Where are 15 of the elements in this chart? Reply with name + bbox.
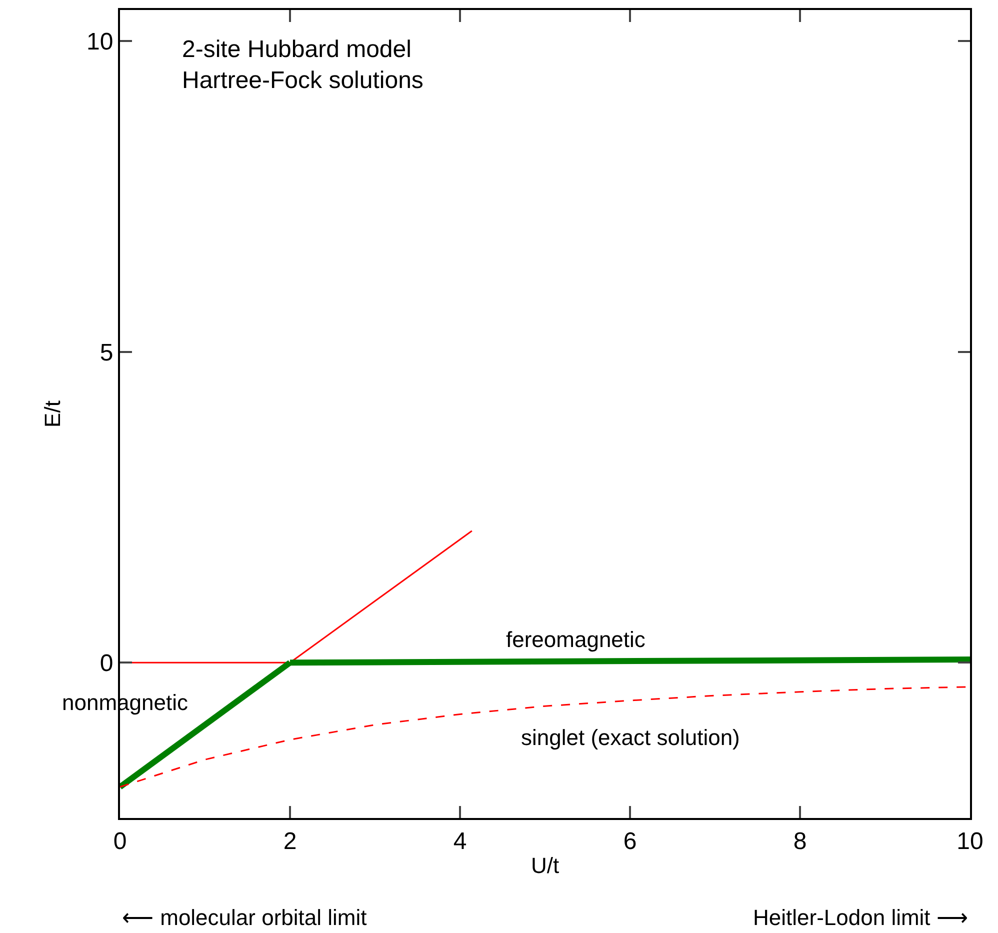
x-tick-label: 6 (623, 828, 637, 855)
y-axis-title: E/t (40, 400, 65, 428)
y-tick-label: 10 (86, 28, 114, 56)
text: Heitler-Lodon limit ⟶ (753, 905, 968, 930)
x-tick-label: 2 (283, 828, 297, 855)
series-label: fereomagnetic (506, 627, 646, 652)
y-tick-label: 5 (100, 339, 114, 366)
x-axis-title: U/t (530, 853, 560, 878)
text: ⟵ molecular orbital limit (122, 905, 367, 930)
text: 2-site Hubbard model Hartree-Fock solutions (182, 36, 424, 94)
x-tick-label: 8 (793, 828, 807, 855)
y-tick-label: 0 (100, 650, 114, 678)
series-label: singlet (exact solution) (521, 725, 740, 750)
x-tick-label: 10 (956, 828, 984, 855)
x-tick-label: 4 (453, 828, 467, 855)
